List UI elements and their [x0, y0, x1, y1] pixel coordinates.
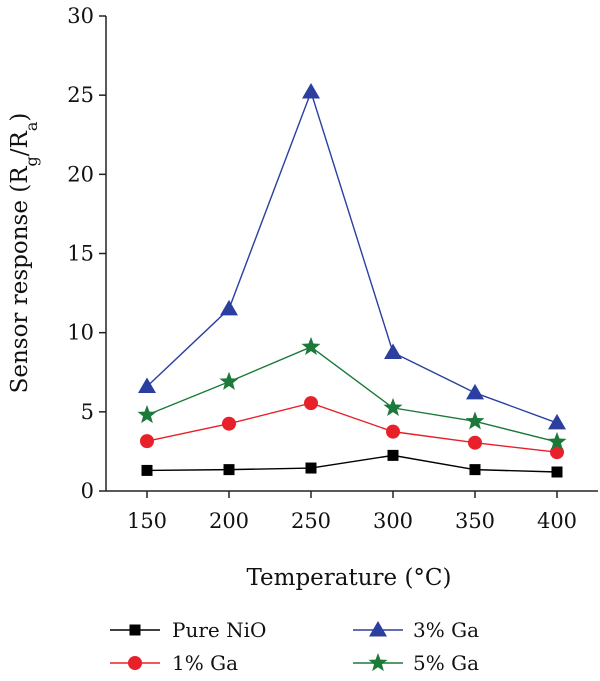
y-tick-label: 30: [67, 4, 94, 28]
legend-marker-1-ga: [128, 656, 142, 670]
data-point-1-ga: [140, 434, 154, 449]
legend-marker-3-ga: [369, 621, 387, 637]
legend-label-5-ga: 5% Ga: [413, 651, 479, 675]
data-point-5-ga: [465, 411, 485, 430]
y-tick-label: 25: [67, 83, 94, 107]
x-tick-label: 300: [373, 509, 413, 533]
legend-symbol-1-ga: [128, 656, 142, 670]
x-tick-label: 150: [127, 509, 167, 533]
x-tick-label: 350: [455, 509, 495, 533]
data-point-1-ga: [222, 416, 236, 431]
data-point-pure-nio: [223, 464, 235, 476]
data-point-3-ga: [466, 383, 484, 400]
y-tick-label: 10: [67, 321, 94, 345]
y-tick-label: 15: [67, 242, 94, 266]
x-axis-title: Temperature (°C): [246, 565, 451, 591]
series-line-3-ga: [146, 89, 558, 424]
x-tick-label: 250: [291, 509, 331, 533]
legend-label-pure-nio: Pure NiO: [172, 618, 266, 642]
series-line-1-ga: [146, 402, 558, 453]
legend-marker-pure-nio: [129, 624, 141, 636]
data-point-1-ga: [550, 445, 564, 460]
data-point-3-ga: [302, 83, 320, 99]
data-point-5-ga: [219, 371, 239, 390]
series-1-ga: [140, 396, 564, 460]
data-point-3-ga: [548, 413, 566, 430]
legend-item-5-ga: 5% Ga: [353, 651, 479, 675]
data-point-1-ga: [468, 435, 482, 450]
data-point-3-ga: [220, 299, 238, 316]
series-5-ga: [137, 336, 567, 451]
y-tick-label: 5: [81, 400, 94, 424]
data-point-pure-nio: [551, 466, 563, 478]
legend-item-pure-nio: Pure NiO: [110, 618, 266, 642]
legend-symbol-3-ga: [369, 621, 387, 637]
y-axis-title: Sensor response (Rg/Ra): [7, 113, 41, 394]
series-layer: [137, 83, 567, 478]
series-line-pure-nio: [146, 454, 558, 473]
legend-label-3-ga: 3% Ga: [413, 618, 479, 642]
data-point-pure-nio: [387, 449, 399, 461]
legend-item-3-ga: 3% Ga: [353, 618, 479, 642]
x-tick-label: 400: [537, 509, 577, 533]
legend-symbol-pure-nio: [129, 624, 141, 636]
y-ticks: 0 5 10 15 20 25 30: [67, 4, 106, 503]
x-tick-label: 200: [209, 509, 249, 533]
data-point-5-ga: [137, 405, 157, 424]
data-point-pure-nio: [141, 464, 153, 476]
data-point-pure-nio: [305, 462, 317, 474]
legend-symbol-5-ga: [368, 653, 388, 672]
legend: Pure NiO 1% Ga 3% Ga 5% Ga: [110, 618, 479, 675]
y-tick-label: 0: [81, 479, 94, 503]
data-point-pure-nio: [469, 464, 481, 476]
data-point-5-ga: [547, 431, 567, 451]
series-pure-nio: [141, 449, 563, 478]
legend-label-1-ga: 1% Ga: [172, 651, 238, 675]
series-3-ga: [138, 83, 566, 430]
data-point-5-ga: [301, 336, 321, 356]
series-line-5-ga: [146, 346, 558, 443]
x-ticks: 150 200 250 300 350 400: [127, 491, 577, 533]
legend-item-1-ga: 1% Ga: [110, 651, 238, 675]
y-tick-label: 20: [67, 162, 94, 186]
legend-marker-5-ga: [368, 653, 388, 672]
data-point-3-ga: [384, 343, 402, 359]
data-point-3-ga: [138, 377, 156, 393]
data-point-5-ga: [383, 397, 403, 416]
data-point-1-ga: [386, 424, 400, 439]
data-point-1-ga: [304, 396, 318, 411]
